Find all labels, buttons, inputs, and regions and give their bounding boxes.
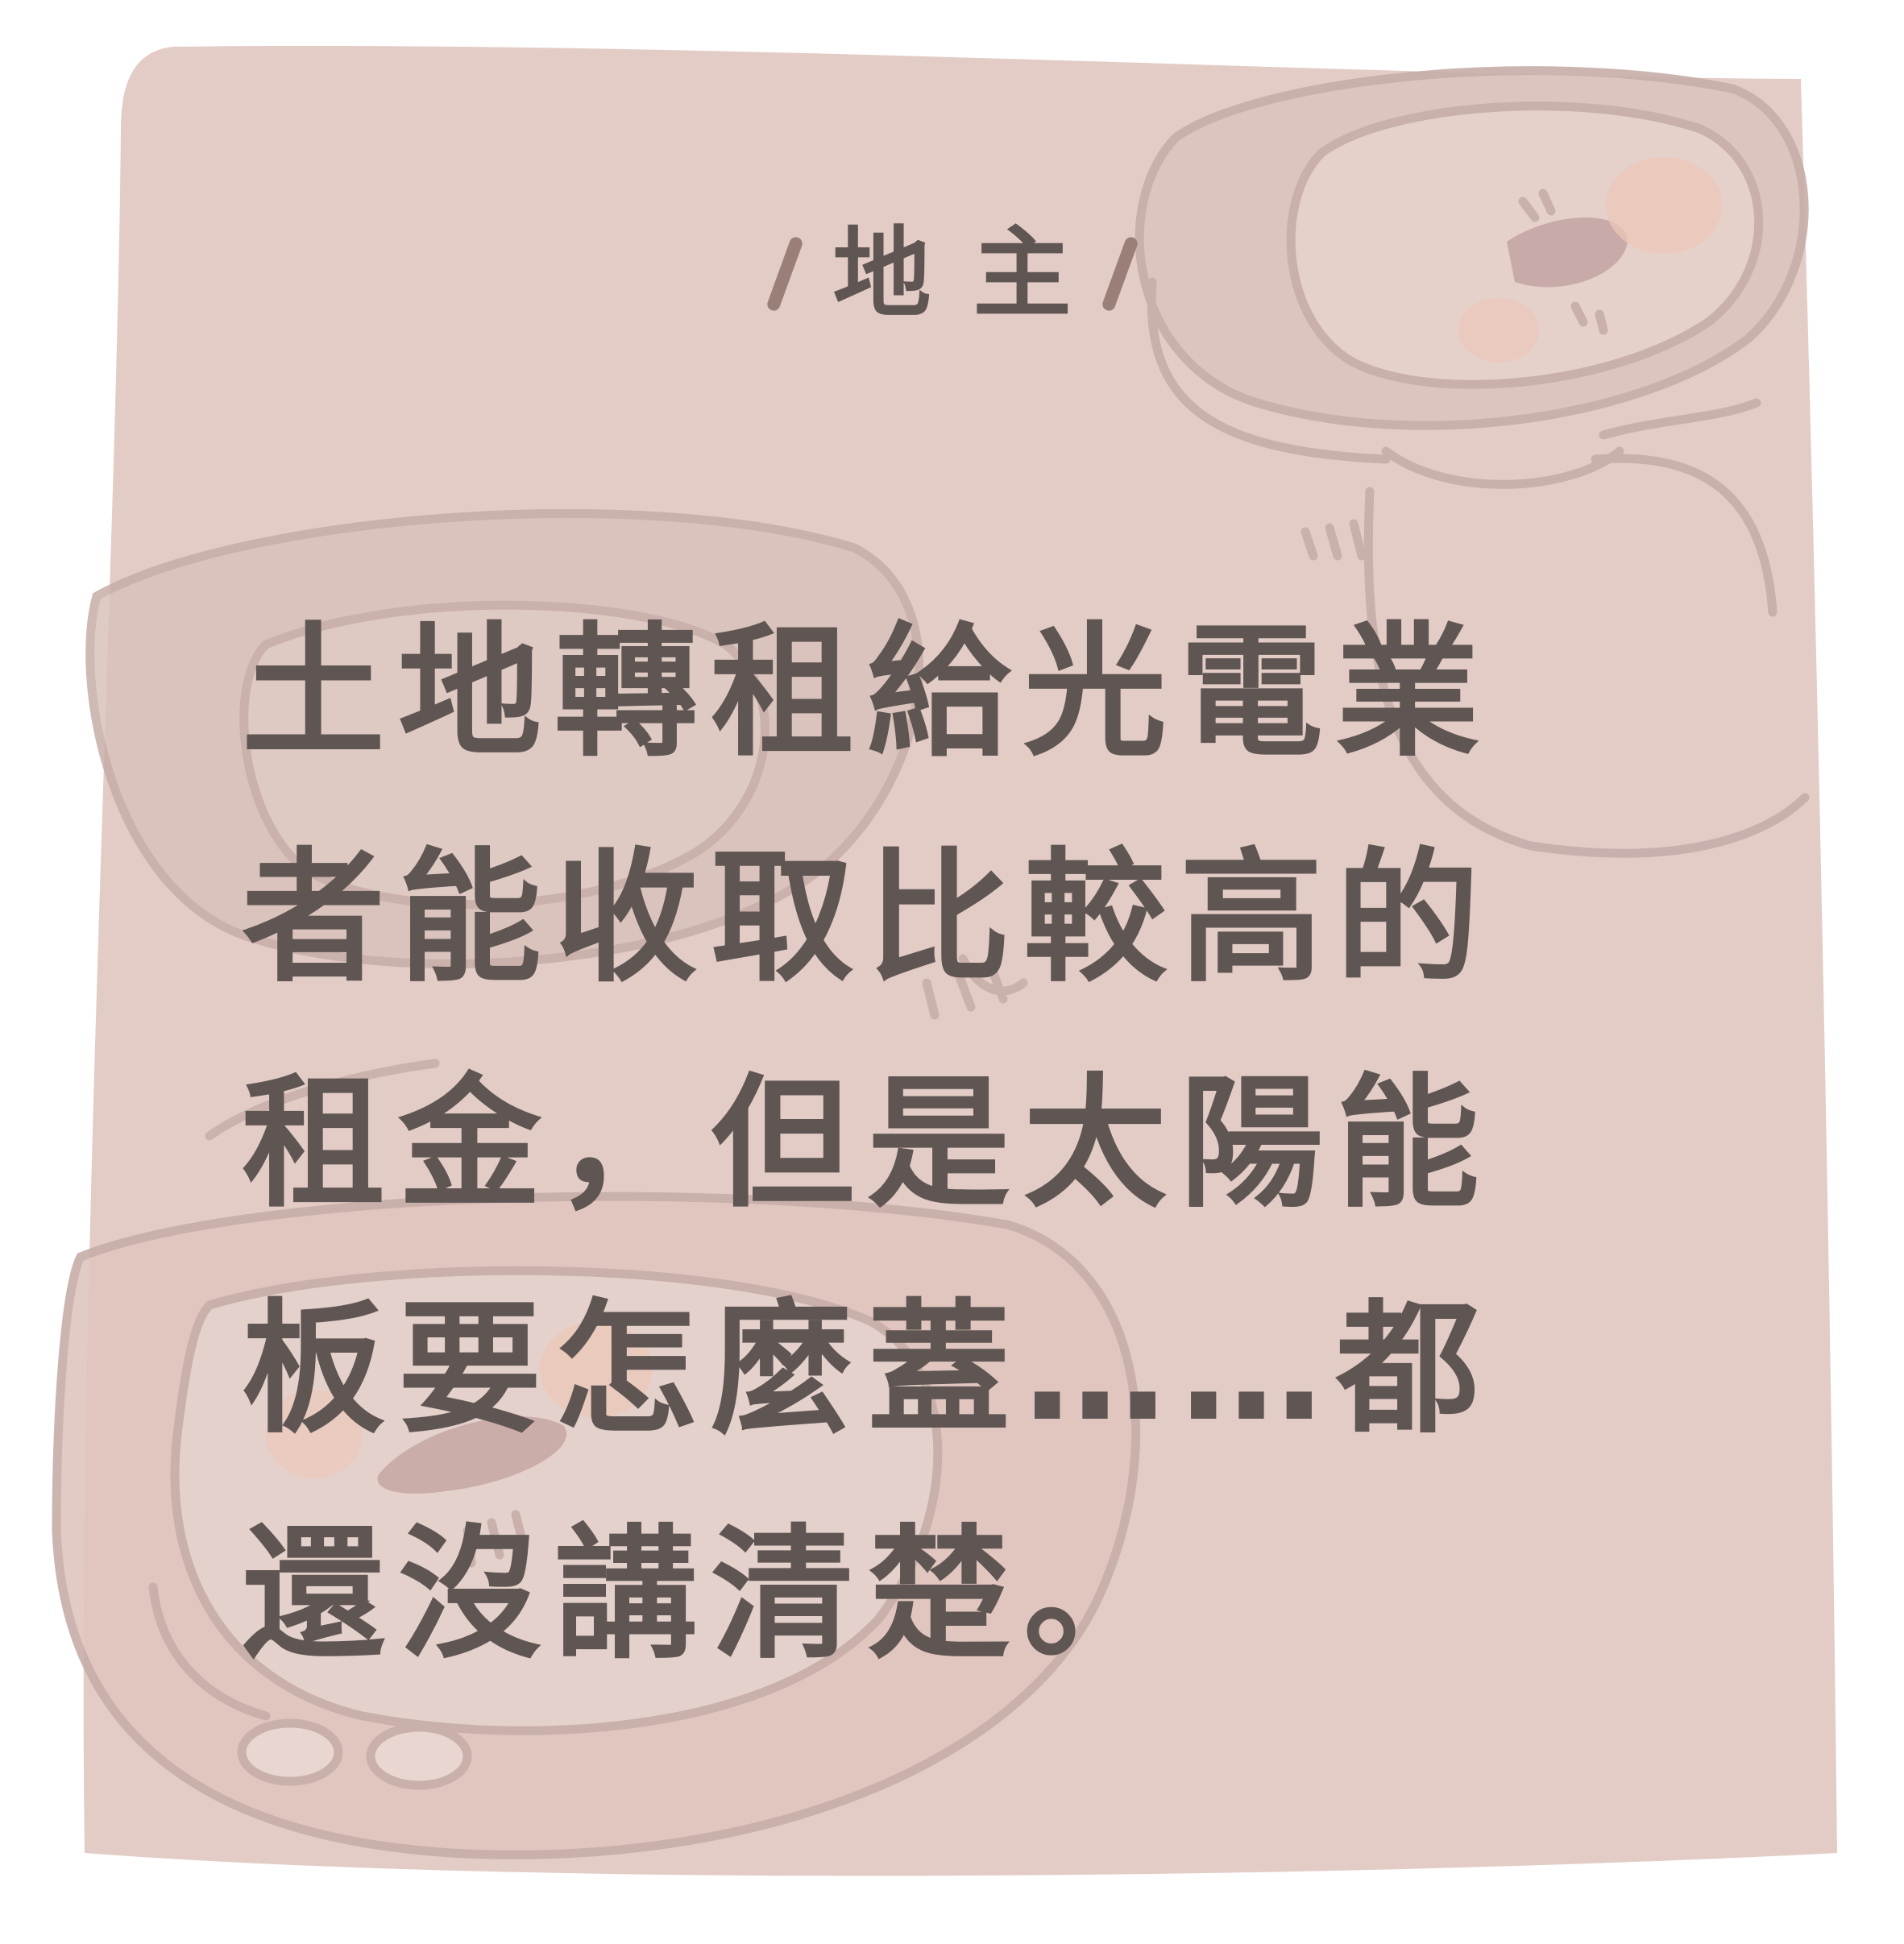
sleeping-creature-illustration xyxy=(85,508,1028,1141)
speaker-header: 地主 xyxy=(0,205,1904,342)
left-slash-decoration xyxy=(765,235,804,313)
speaker-label: 地主 xyxy=(832,217,1114,331)
sleeping-creature-illustration xyxy=(52,1192,1141,1859)
quote-text: 土地轉租給光電業者能收取比較高的租金，但是太陽能板要怎麼蓋……都還沒講清楚。 xyxy=(242,609,1492,1678)
